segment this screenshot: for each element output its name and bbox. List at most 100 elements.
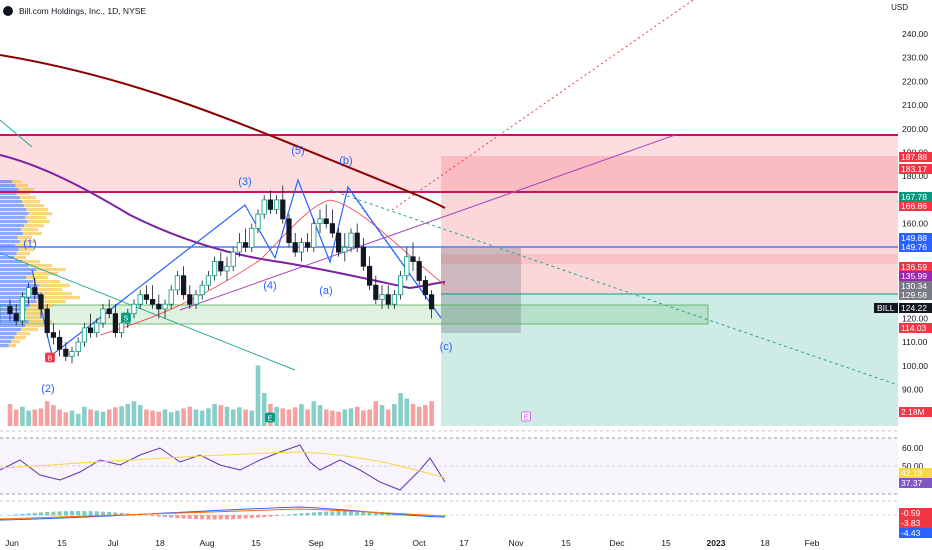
volume-bar	[57, 409, 62, 426]
current-price-badge	[899, 303, 932, 313]
volume-profile-bar	[17, 236, 32, 240]
volume-profile-bar	[36, 268, 66, 272]
macd-histogram-bar	[287, 514, 291, 516]
candle-body	[100, 308, 106, 324]
volume-bar	[38, 408, 44, 426]
macd-histogram-bar	[243, 515, 248, 519]
macd-histogram-bar	[349, 511, 353, 516]
wave-label: (3)	[238, 176, 251, 188]
volume-profile-bar	[38, 284, 70, 288]
price-badge-label: 114.03	[901, 323, 927, 333]
candle-body	[106, 308, 112, 315]
price-tick-label: 110.00	[902, 337, 928, 347]
volume-profile-bar	[15, 244, 28, 248]
volume-profile-bar	[0, 180, 13, 184]
volume-profile-bar	[19, 196, 36, 200]
wave-label: (c)	[440, 341, 453, 353]
macd-histogram-bar	[94, 511, 99, 516]
candle-body	[267, 199, 274, 210]
macd-badge	[899, 508, 932, 518]
volume-bar	[243, 409, 248, 426]
macd-histogram-bar	[311, 512, 316, 516]
candle-body	[360, 246, 367, 267]
price-badge	[899, 290, 932, 300]
price-badge-label: 149.76	[901, 242, 927, 252]
macd-histogram-bar	[39, 512, 43, 516]
volume-bar	[7, 404, 13, 426]
volume-bar	[416, 406, 422, 426]
symbol-title: Bill.com Holdings, Inc., 1D, NYSE	[19, 6, 147, 16]
volume-bar	[317, 405, 323, 426]
projected-uptrend	[391, 0, 694, 211]
volume-profile-bar	[0, 216, 26, 220]
macd-histogram-bar	[101, 511, 105, 516]
macd-histogram-bar	[373, 511, 378, 516]
projection-box	[441, 248, 521, 333]
macd-histogram-bar	[82, 511, 87, 516]
volume-profile-bar	[28, 320, 52, 324]
rsi-line	[0, 444, 446, 491]
volume-bar	[249, 410, 255, 426]
volume-profile-bar	[0, 308, 27, 312]
volume-bar	[286, 409, 292, 426]
volume-profile-bar	[0, 244, 16, 248]
candle-body	[366, 265, 373, 286]
price-badge-label: 136.59	[901, 262, 927, 272]
wave-label: (2)	[41, 383, 54, 395]
macd-histogram-bar	[361, 511, 366, 516]
event-marker-icon	[45, 352, 55, 363]
volume-bar	[82, 406, 87, 426]
elliott-wave-path	[31, 178, 442, 357]
falling-trendline	[0, 252, 296, 371]
volume-bar	[398, 393, 403, 426]
macd-histogram-bar	[32, 512, 37, 516]
volume-bar	[311, 401, 317, 426]
candle-body	[7, 306, 13, 315]
macd-histogram-bar	[212, 515, 217, 520]
volume-profile-bar	[16, 192, 30, 196]
macd-histogram-bar	[144, 515, 149, 516]
candle-body	[199, 284, 205, 296]
macd-histogram-bar	[14, 514, 19, 516]
price-tick-label: 100.00	[902, 361, 928, 371]
candle-body	[168, 289, 174, 305]
wave-label: (a)	[319, 285, 332, 297]
candle-body	[88, 327, 94, 334]
volume-profile-bar	[0, 320, 29, 324]
volume-bar	[336, 411, 341, 426]
candle-body	[242, 242, 249, 248]
volume-bar	[404, 398, 410, 426]
macd-histogram-bar	[417, 515, 422, 516]
volume-bar	[274, 406, 279, 426]
candle-body	[261, 199, 267, 215]
volume-profile-bar	[15, 184, 28, 188]
macd-badge-label: -4.43	[901, 528, 921, 538]
volume-bar	[144, 409, 149, 426]
candle-body	[280, 199, 286, 220]
volume-profile-bar	[0, 288, 35, 292]
currency-label: USD	[891, 3, 908, 12]
macd-histogram-bar	[194, 515, 198, 520]
volume-profile-bar	[23, 232, 42, 236]
macd-histogram-bar	[181, 515, 186, 519]
candle-body	[174, 275, 180, 291]
wave-label: (5)	[291, 145, 304, 157]
volume-bar	[150, 410, 155, 426]
volume-profile-bar	[0, 200, 22, 204]
price-badge	[899, 407, 932, 417]
volume-bar	[354, 406, 360, 426]
candle-body	[249, 227, 255, 248]
falling-trendline-top	[0, 119, 33, 148]
candle-body	[162, 303, 168, 310]
candle-body	[156, 303, 162, 310]
macd-histogram-bar	[237, 515, 242, 519]
macd-histogram-bar	[249, 515, 254, 519]
volume-profile-bar	[0, 248, 19, 252]
volume-profile-bar	[0, 236, 18, 240]
macd-histogram-bar	[367, 511, 372, 516]
candle-body	[311, 223, 317, 248]
volume-profile-bar	[0, 212, 29, 216]
short-target-zone	[441, 294, 898, 426]
